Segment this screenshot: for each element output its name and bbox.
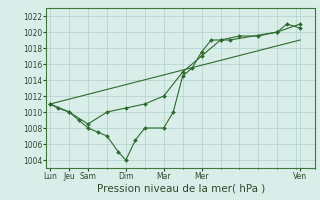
X-axis label: Pression niveau de la mer( hPa ): Pression niveau de la mer( hPa ): [97, 184, 265, 194]
